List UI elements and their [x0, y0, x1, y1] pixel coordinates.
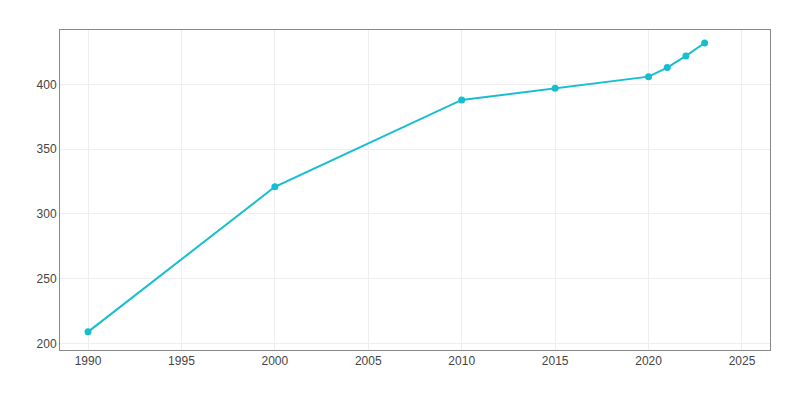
svg-text:2005: 2005 — [355, 354, 382, 368]
svg-text:200: 200 — [37, 337, 57, 351]
svg-text:2025: 2025 — [729, 354, 756, 368]
svg-text:2010: 2010 — [448, 354, 475, 368]
svg-text:1995: 1995 — [168, 354, 195, 368]
svg-text:2015: 2015 — [542, 354, 569, 368]
svg-text:350: 350 — [37, 142, 57, 156]
svg-text:2020: 2020 — [635, 354, 662, 368]
svg-text:250: 250 — [37, 272, 57, 286]
svg-text:1990: 1990 — [75, 354, 102, 368]
svg-text:2000: 2000 — [262, 354, 289, 368]
svg-text:300: 300 — [37, 207, 57, 221]
svg-text:400: 400 — [37, 78, 57, 92]
